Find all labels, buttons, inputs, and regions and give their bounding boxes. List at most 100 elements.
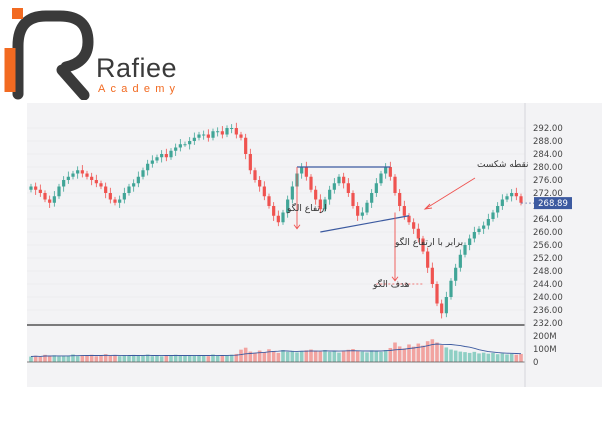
candle-body (519, 196, 523, 203)
volume-bar (295, 352, 299, 362)
volume-bar (337, 352, 341, 362)
candle-body (262, 186, 266, 197)
price-tick-label: 256.00 (533, 241, 563, 251)
candle-body (514, 193, 518, 197)
candle-body (169, 150, 173, 158)
volume-bar (397, 346, 402, 362)
volume-bar (113, 354, 117, 362)
volume-bar (29, 356, 33, 362)
candle-body (286, 199, 290, 213)
volume-bar (248, 351, 253, 362)
volume-bar (89, 354, 94, 362)
rafiee-logo (4, 8, 94, 100)
candle-body (412, 222, 416, 229)
volume-average-line (30, 343, 522, 357)
candle-body (444, 297, 448, 314)
volume-bar (467, 352, 472, 362)
pattern-lines (293, 166, 534, 285)
price-tick-label: 280.00 (533, 163, 563, 173)
volume-bar (43, 354, 47, 362)
last-price-label: 268.89 (538, 199, 568, 209)
candle-body (356, 206, 360, 216)
candle-body (90, 176, 94, 180)
candle-body (300, 167, 304, 174)
volume-bar (444, 347, 449, 362)
candle-body (206, 134, 210, 138)
candle-body (216, 131, 220, 133)
volume-bar (383, 350, 388, 362)
candle-body (150, 160, 154, 164)
volume-tick-label: 100M (533, 345, 557, 355)
price-tick-label: 248.00 (533, 267, 563, 277)
height-arrow-head (293, 224, 301, 230)
volume-bar (276, 352, 281, 362)
brand-name: Rafiee (96, 53, 178, 83)
candle-body (104, 186, 108, 193)
volume-bar (486, 353, 491, 362)
price-tick-label: 260.00 (533, 228, 563, 238)
grid (27, 127, 525, 324)
volume-bar (519, 353, 523, 362)
volume-bar (229, 354, 234, 362)
volume-bar (477, 353, 481, 362)
candle-body (290, 186, 294, 200)
volume-bar (299, 351, 304, 362)
candle-body (108, 193, 112, 200)
volume-bar (430, 339, 435, 362)
candle-body (76, 170, 80, 174)
annotation-equal-height: برابر با ارتفاع الگو (394, 236, 463, 248)
volume-bar (159, 356, 164, 362)
candle-body (276, 215, 280, 223)
price-axis: 292.00288.00284.00280.00276.00272.00268.… (533, 124, 563, 368)
candle-body (468, 238, 472, 245)
candle-body (267, 196, 271, 206)
volume-bar (411, 346, 416, 362)
price-tick-label: 232.00 (533, 319, 563, 329)
volume-bar (351, 349, 355, 362)
volume-bar (257, 350, 262, 362)
volume-bar (355, 350, 360, 362)
candle-body (80, 170, 84, 174)
volume-bar (416, 343, 421, 362)
volume-bar (47, 356, 52, 362)
candle-body (85, 173, 89, 177)
volume-bar (75, 356, 80, 362)
volume-bar (33, 355, 38, 362)
candle-body (192, 137, 196, 141)
candle-body (384, 167, 388, 174)
volume-bar (183, 355, 187, 362)
candle-body (337, 176, 341, 184)
candle-body (258, 180, 262, 187)
candle-body (57, 186, 61, 197)
candle-body (94, 180, 98, 184)
candle-body (304, 167, 308, 177)
candle-body (174, 147, 178, 151)
volume-bar (318, 351, 323, 362)
volume-bar (136, 355, 141, 362)
volume-bar (439, 345, 444, 362)
candle-body (178, 144, 182, 148)
brand-subtitle: Academy (98, 83, 181, 95)
volume-bar (304, 350, 309, 362)
price-tick-label: 244.00 (533, 280, 563, 290)
volume-bar (500, 353, 505, 362)
candle-body (482, 225, 486, 229)
candle-body (234, 128, 238, 135)
volume-bar (365, 352, 369, 362)
volume-bar (52, 355, 57, 362)
candle-body (244, 137, 248, 154)
volume-bars (29, 339, 523, 362)
volume-tick-label: 0 (533, 358, 538, 368)
candle-body (146, 163, 150, 171)
candle-body (71, 173, 75, 177)
candle-body (421, 238, 425, 252)
volume-bar (495, 354, 500, 362)
candle-body (332, 183, 336, 190)
volume-bar (374, 351, 379, 362)
volume-bar (71, 354, 75, 362)
volume-bar (103, 354, 108, 362)
volume-bar (281, 350, 285, 362)
candle-body (491, 212, 495, 219)
volume-bar (267, 349, 271, 362)
volume-bar (262, 352, 267, 362)
